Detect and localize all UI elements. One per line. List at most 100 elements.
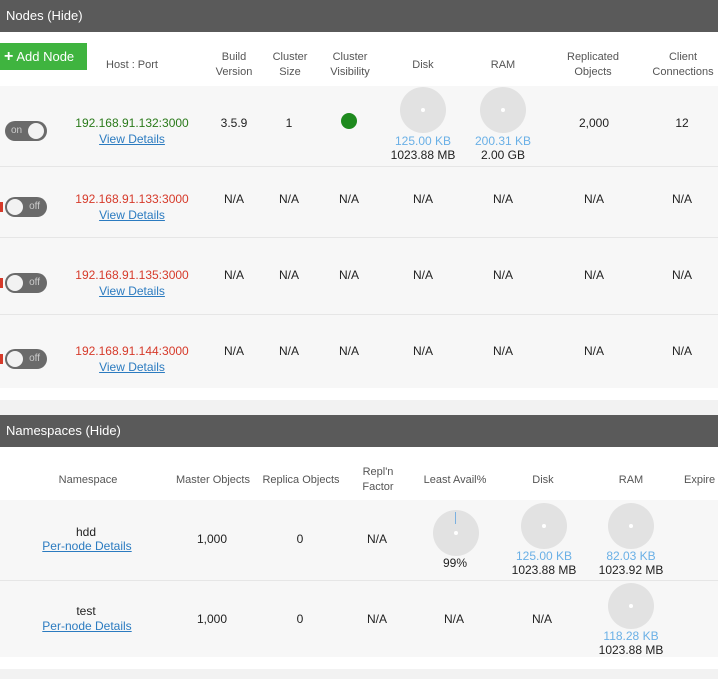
disk-used: 125.00 KB — [515, 549, 573, 563]
node-host: 192.168.91.135:3000 — [75, 268, 189, 282]
disk-value: N/A — [531, 612, 552, 626]
namespaces-panel-title[interactable]: Namespaces (Hide) — [6, 423, 121, 438]
col-ram: RAM — [618, 474, 644, 486]
ram-used: 200.31 KB — [474, 134, 532, 148]
col-repl-factor: Repl'n Factor — [362, 466, 394, 493]
offline-marker — [0, 354, 3, 364]
ram-usage-pie — [480, 87, 526, 133]
nodes-panel-title[interactable]: Nodes (Hide) — [6, 8, 83, 23]
least-avail-pie — [433, 510, 479, 556]
row-divider — [0, 580, 718, 581]
node-row — [0, 238, 718, 314]
client-connections: N/A — [671, 268, 692, 282]
nodes-panel: + Add Node Host : Port Build Version Clus… — [0, 32, 718, 400]
client-connections: N/A — [671, 344, 692, 358]
offline-marker — [0, 278, 3, 288]
view-details-link[interactable]: View Details — [99, 132, 165, 146]
per-node-details-link[interactable]: Per-node Details — [42, 539, 132, 553]
node-toggle[interactable]: on — [5, 121, 47, 141]
view-details-link[interactable]: View Details — [99, 284, 165, 298]
cluster-size: N/A — [278, 192, 299, 206]
cluster-visibility: N/A — [338, 192, 359, 206]
cluster-size: N/A — [278, 268, 299, 282]
node-toggle[interactable]: off — [5, 349, 47, 369]
col-least-avail: Least Avail% — [423, 474, 487, 486]
disk-total: 1023.88 MB — [511, 563, 577, 577]
row-divider — [0, 166, 718, 167]
cluster-visibility: N/A — [338, 344, 359, 358]
col-replica-objects: Replica Objects — [262, 474, 340, 486]
disk-usage-pie — [521, 503, 567, 549]
replica-objects: 0 — [296, 532, 304, 546]
ram-usage-pie — [608, 583, 654, 629]
plus-icon: + — [4, 48, 14, 65]
client-connections: 12 — [675, 116, 689, 130]
toggle-knob — [7, 275, 23, 291]
node-row — [0, 86, 718, 166]
offline-marker — [0, 202, 3, 212]
ram-total: 2.00 GB — [480, 148, 526, 162]
col-build-version: Build Version — [215, 51, 253, 78]
col-cluster-size: Cluster Size — [272, 51, 308, 78]
col-cluster-visibility: Cluster Visibility — [330, 51, 370, 78]
master-objects: 1,000 — [196, 612, 228, 626]
col-ram: RAM — [490, 59, 516, 71]
view-details-link[interactable]: View Details — [99, 208, 165, 222]
namespaces-panel: Namespace Master Objects Replica Objects… — [0, 447, 718, 669]
row-divider — [0, 237, 718, 238]
ram-used: 82.03 KB — [606, 549, 656, 563]
node-toggle[interactable]: off — [5, 273, 47, 293]
cluster-size: N/A — [278, 344, 299, 358]
ram-value: N/A — [492, 268, 513, 282]
node-row — [0, 315, 718, 388]
cluster-visible-indicator — [341, 113, 357, 129]
replicated-objects: N/A — [583, 268, 604, 282]
col-expire: Expire — [684, 474, 716, 486]
col-namespace: Namespace — [58, 474, 118, 486]
replicated-objects: N/A — [583, 344, 604, 358]
node-host: 192.168.91.133:3000 — [75, 192, 189, 206]
cluster-size: 1 — [285, 116, 293, 130]
cluster-visibility: N/A — [338, 268, 359, 282]
node-host: 192.168.91.144:3000 — [75, 344, 189, 358]
nodes-panel-header[interactable]: Nodes (Hide) — [0, 0, 718, 32]
view-details-link[interactable]: View Details — [99, 360, 165, 374]
disk-value: N/A — [412, 344, 433, 358]
client-connections: N/A — [671, 192, 692, 206]
replicated-objects: N/A — [583, 192, 604, 206]
replica-objects: 0 — [296, 612, 304, 626]
add-node-button[interactable]: + Add Node — [0, 43, 87, 70]
namespaces-panel-header[interactable]: Namespaces (Hide) — [0, 415, 718, 447]
replicated-objects: 2,000 — [578, 116, 610, 130]
ram-total: 1023.92 MB — [598, 563, 664, 577]
col-host-port: Host : Port — [106, 59, 158, 71]
disk-value: N/A — [412, 268, 433, 282]
build-version: 3.5.9 — [220, 116, 248, 130]
namespace-row — [0, 500, 718, 580]
disk-value: N/A — [412, 192, 433, 206]
disk-usage-pie — [400, 87, 446, 133]
toggle-knob — [7, 351, 23, 367]
master-objects: 1,000 — [196, 532, 228, 546]
col-master-objects: Master Objects — [176, 474, 250, 486]
toggle-knob — [7, 199, 23, 215]
col-disk: Disk — [532, 474, 554, 486]
namespace-row — [0, 581, 718, 657]
repl-factor: N/A — [366, 612, 387, 626]
repl-factor: N/A — [366, 532, 387, 546]
per-node-details-link[interactable]: Per-node Details — [42, 619, 132, 633]
namespace-name: hdd — [75, 525, 97, 539]
build-version: N/A — [223, 192, 244, 206]
col-client-connections: Client Connections — [652, 51, 714, 78]
disk-total: 1023.88 MB — [390, 148, 456, 162]
node-toggle[interactable]: off — [5, 197, 47, 217]
least-avail-value: N/A — [443, 612, 464, 626]
least-avail-value: 99% — [442, 556, 468, 570]
ram-usage-pie — [608, 503, 654, 549]
namespace-name: test — [76, 604, 96, 618]
ram-value: N/A — [492, 344, 513, 358]
col-replicated-objects: Replicated Objects — [567, 51, 619, 78]
build-version: N/A — [223, 268, 244, 282]
node-host: 192.168.91.132:3000 — [75, 116, 189, 130]
build-version: N/A — [223, 344, 244, 358]
